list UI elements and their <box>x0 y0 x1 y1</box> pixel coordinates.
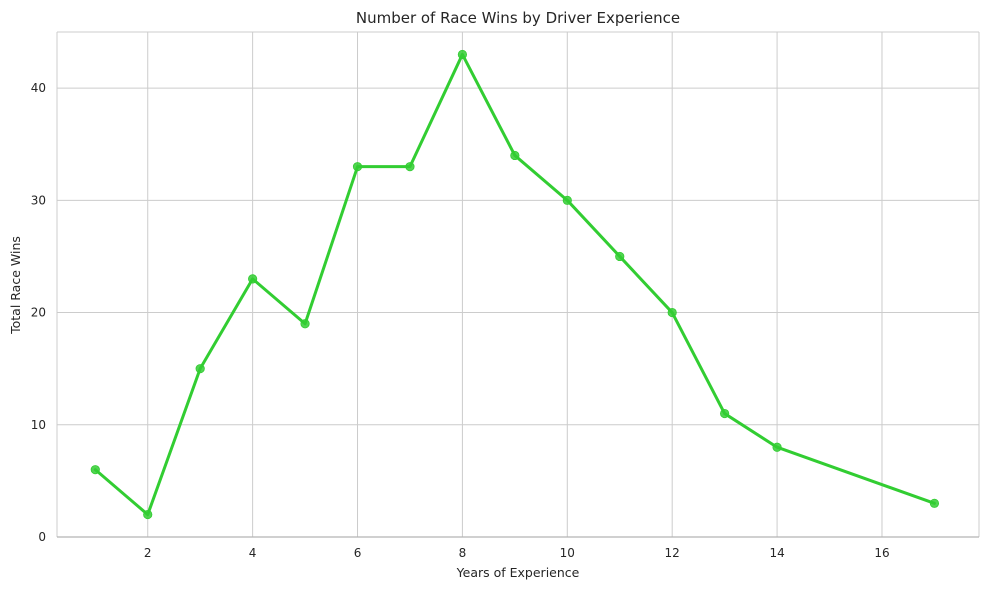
x-axis-label: Years of Experience <box>456 565 580 580</box>
data-point <box>772 442 782 452</box>
x-tick-label: 4 <box>249 546 257 560</box>
data-point <box>667 307 677 318</box>
y-axis-label: Total Race Wins <box>8 236 23 335</box>
data-point <box>457 49 468 60</box>
data-point <box>195 364 205 374</box>
data-point <box>720 408 730 419</box>
chart-title: Number of Race Wins by Driver Experience <box>356 9 680 27</box>
data-point <box>352 162 363 172</box>
data-point <box>405 162 415 172</box>
y-tick-label: 40 <box>31 81 46 95</box>
x-tick-label: 8 <box>459 546 467 560</box>
data-point <box>300 319 310 329</box>
series-layer <box>90 49 940 520</box>
data-point <box>248 274 258 284</box>
data-point <box>929 498 940 508</box>
y-tick-label: 20 <box>31 306 46 320</box>
x-tick-label: 6 <box>354 546 362 560</box>
x-tick-label: 12 <box>665 546 680 560</box>
y-tick-label: 10 <box>31 418 46 432</box>
data-point <box>562 195 572 205</box>
plot-frame <box>56 31 980 538</box>
data-point <box>143 509 153 520</box>
data-point <box>615 251 625 262</box>
x-tick-label: 16 <box>874 546 889 560</box>
data-point <box>90 465 100 475</box>
x-tick-label: 14 <box>769 546 784 560</box>
data-point <box>510 150 520 161</box>
x-tick-label: 10 <box>560 546 575 560</box>
tick-labels: 2 4 6 8 10 12 14 16 0 10 20 30 40 <box>31 81 890 560</box>
y-tick-label: 30 <box>31 193 46 207</box>
x-tick-label: 2 <box>144 546 152 560</box>
y-tick-label: 0 <box>38 530 46 544</box>
